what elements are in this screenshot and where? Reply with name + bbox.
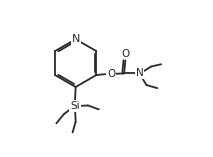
Text: N: N xyxy=(72,34,80,44)
Text: N: N xyxy=(136,68,143,78)
Text: Si: Si xyxy=(70,101,80,111)
Text: O: O xyxy=(121,49,130,59)
Text: O: O xyxy=(107,69,115,79)
